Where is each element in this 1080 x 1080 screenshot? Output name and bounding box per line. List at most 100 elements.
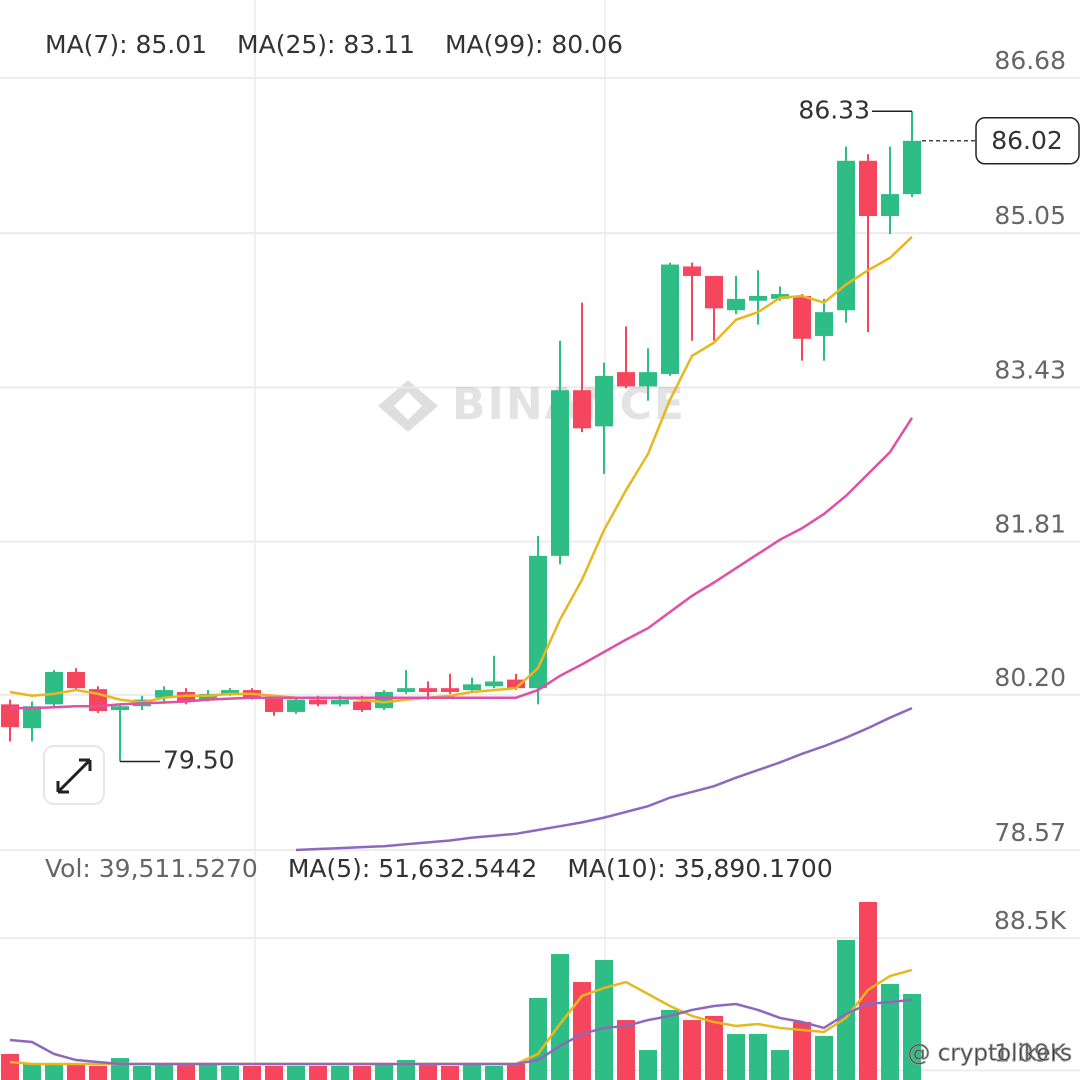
volume-label: Vol: 39,511.5270 bbox=[45, 854, 258, 883]
volume-bar bbox=[243, 1065, 261, 1080]
candle-body bbox=[859, 160, 877, 217]
ma-line bbox=[10, 417, 914, 710]
y-tick-label: 83.43 bbox=[994, 355, 1066, 384]
y-tick-label: 86.68 bbox=[994, 46, 1066, 75]
y-tick-label: 1.09K bbox=[994, 1038, 1067, 1067]
volume-bar bbox=[89, 1065, 107, 1080]
volume-bar bbox=[221, 1065, 239, 1080]
candle-body bbox=[155, 690, 173, 698]
volume-bar bbox=[177, 1063, 195, 1080]
volume-bar bbox=[705, 1015, 723, 1080]
volume-bar bbox=[155, 1063, 173, 1080]
candle-body bbox=[881, 194, 899, 217]
candle-body bbox=[397, 688, 415, 692]
candle-body bbox=[221, 690, 239, 694]
volume-bar bbox=[23, 1063, 41, 1080]
candle-body bbox=[683, 266, 701, 276]
volume-bar bbox=[815, 1035, 833, 1080]
candle-body bbox=[727, 298, 745, 311]
legend-entry: MA(7): 85.01 bbox=[45, 30, 207, 59]
volume-bar bbox=[595, 959, 613, 1080]
volume-bar bbox=[617, 1020, 635, 1080]
candle-body bbox=[23, 706, 41, 729]
y-tick-label: 81.81 bbox=[994, 510, 1066, 539]
candle-body bbox=[815, 312, 833, 336]
candle-body bbox=[485, 681, 503, 687]
candle-body bbox=[573, 390, 591, 429]
volume-bar bbox=[793, 1022, 811, 1080]
candle-body bbox=[551, 390, 569, 556]
candle-body bbox=[639, 372, 657, 387]
candle-body bbox=[309, 699, 327, 705]
ma-line bbox=[9, 236, 913, 704]
volume-bar bbox=[837, 939, 855, 1080]
volume-bar bbox=[441, 1065, 459, 1080]
candle-body bbox=[661, 264, 679, 375]
volume-bar bbox=[309, 1065, 327, 1080]
candle-body bbox=[111, 706, 129, 711]
volume-bar bbox=[353, 1065, 371, 1080]
volume-bar bbox=[881, 984, 899, 1080]
volume-bar bbox=[111, 1058, 129, 1080]
legend-entry: MA(5): 51,632.5442 bbox=[288, 854, 538, 883]
y-tick-label: 88.5K bbox=[994, 906, 1067, 935]
watermark-logo bbox=[378, 380, 438, 432]
volume-bar bbox=[331, 1065, 349, 1080]
y-tick-label: 78.57 bbox=[994, 818, 1066, 847]
candle-body bbox=[903, 140, 921, 195]
volume-bar bbox=[639, 1050, 657, 1080]
last-price-box bbox=[975, 117, 1080, 165]
candle-body bbox=[441, 688, 459, 692]
last-price-label: 86.02 bbox=[991, 126, 1063, 155]
candle-body bbox=[375, 691, 393, 709]
volume-bar bbox=[573, 982, 591, 1080]
volume-bar bbox=[265, 1065, 283, 1080]
volume-bar bbox=[133, 1065, 151, 1080]
candle-body bbox=[837, 160, 855, 311]
candle-body bbox=[1, 704, 19, 728]
candle-body bbox=[419, 688, 437, 692]
ma-line bbox=[9, 998, 913, 1066]
candle-body bbox=[67, 671, 85, 689]
volume-bar bbox=[287, 1065, 305, 1080]
candle-body bbox=[353, 701, 371, 711]
candle-body bbox=[705, 275, 723, 309]
candle-body bbox=[793, 295, 811, 339]
candle-body bbox=[749, 295, 767, 301]
volume-bar bbox=[199, 1063, 217, 1080]
low-label: 79.50 bbox=[163, 745, 235, 774]
volume-bar bbox=[67, 1063, 85, 1080]
high-label: 86.33 bbox=[798, 95, 870, 124]
volume-bar bbox=[45, 1063, 63, 1080]
expand-button[interactable] bbox=[43, 745, 105, 805]
y-tick-label: 85.05 bbox=[994, 201, 1066, 230]
volume-bar bbox=[727, 1033, 745, 1080]
legend-entry: MA(25): 83.11 bbox=[237, 30, 415, 59]
candle-body bbox=[463, 684, 481, 691]
volume-bar bbox=[419, 1063, 437, 1080]
watermark: @ cryptolikers bbox=[907, 1041, 1072, 1067]
volume-bar bbox=[529, 997, 547, 1080]
candle-body bbox=[507, 679, 525, 689]
ma-line bbox=[295, 707, 913, 852]
volume-bar bbox=[463, 1063, 481, 1080]
volume-bar bbox=[903, 994, 921, 1080]
candle-body bbox=[265, 697, 283, 712]
legend-entry: MA(10): 35,890.1700 bbox=[567, 854, 832, 883]
y-tick-label: 80.20 bbox=[994, 663, 1066, 692]
candle-body bbox=[617, 372, 635, 387]
candle-body bbox=[45, 671, 63, 705]
volume-bar bbox=[661, 1009, 679, 1080]
volume-bar bbox=[375, 1063, 393, 1080]
candle-body bbox=[595, 375, 613, 427]
volume-bar bbox=[683, 1020, 701, 1080]
volume-bar bbox=[749, 1033, 767, 1080]
candle-body bbox=[529, 555, 547, 689]
volume-bar bbox=[485, 1065, 503, 1080]
volume-bar bbox=[771, 1050, 789, 1080]
candle-body bbox=[771, 294, 789, 299]
volume-bar bbox=[1, 1053, 19, 1080]
candle-body bbox=[331, 699, 349, 705]
legend-entry: MA(99): 80.06 bbox=[445, 30, 623, 59]
